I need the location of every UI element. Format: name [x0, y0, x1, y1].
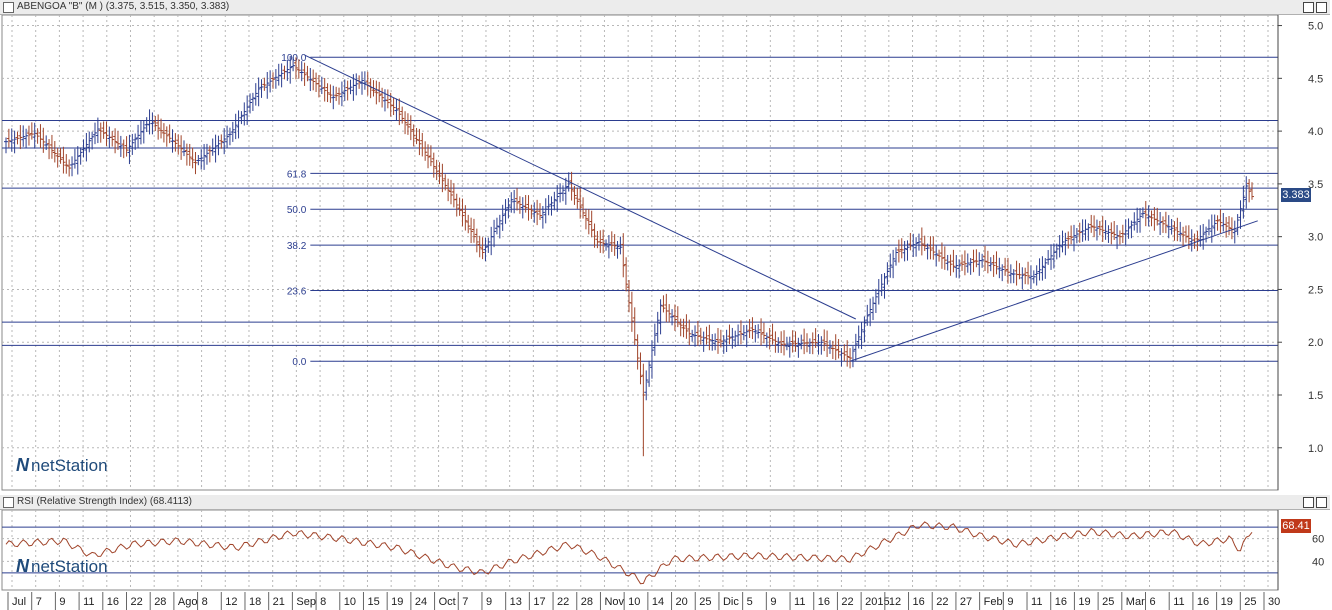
- rsi-y-tick-label: 40: [1312, 556, 1324, 568]
- uptrend-line: [849, 220, 1258, 362]
- date-label: 25: [699, 596, 711, 608]
- date-label: 9: [486, 596, 492, 608]
- date-label: 18: [249, 596, 261, 608]
- date-label: Oct: [439, 596, 456, 608]
- date-label: 19: [1221, 596, 1233, 608]
- y-tick-label: 5.0: [1308, 21, 1323, 33]
- date-label: 27: [960, 596, 972, 608]
- y-tick-label: 2.5: [1308, 284, 1323, 296]
- date-label: 12: [225, 596, 237, 608]
- date-label: 9: [59, 596, 65, 608]
- date-label: 24: [415, 596, 427, 608]
- date-label: 16: [1055, 596, 1067, 608]
- date-label: 16: [1197, 596, 1209, 608]
- date-label: 11: [794, 596, 805, 608]
- y-tick-label: 3.5: [1308, 179, 1323, 191]
- y-tick-label: 1.0: [1308, 443, 1323, 455]
- plot-area: [1, 15, 1279, 491]
- date-label: 9: [770, 596, 776, 608]
- date-label: 22: [130, 596, 142, 608]
- date-label: 11: [1031, 596, 1042, 608]
- netstation-logo-icon: N: [16, 455, 29, 475]
- date-label: 10: [628, 596, 640, 608]
- date-label: 30: [1268, 596, 1280, 608]
- date-label: 8: [202, 596, 208, 608]
- date-label: 28: [581, 596, 593, 608]
- date-label: 13: [510, 596, 522, 608]
- date-label: 11: [1173, 596, 1184, 608]
- date-label: Dic: [723, 596, 739, 608]
- date-label: Nov: [604, 596, 624, 608]
- rsi-netstation-logo-text: netStation: [31, 557, 108, 576]
- date-label: 10: [344, 596, 356, 608]
- date-label: 15: [367, 596, 379, 608]
- date-label: 11: [83, 596, 94, 608]
- price-chart: 5.0 4.5 4.0 3.5 3.0 2.5 2.0 1.5 1.0 100.0 61.8 50.0…: [1, 15, 1323, 491]
- y-tick-label: 1.5: [1308, 390, 1323, 402]
- close-icon[interactable]: [1316, 2, 1327, 13]
- fib-level-label: 50.0: [287, 205, 307, 216]
- last-price-tag: 3.383: [1281, 188, 1311, 202]
- date-label: Ago: [178, 596, 198, 608]
- date-label: 22: [936, 596, 948, 608]
- date-axis-bg: [0, 592, 1332, 610]
- fib-level-label: 23.6: [287, 287, 307, 298]
- date-label: 25: [1244, 596, 1256, 608]
- rsi-panel-icon: [3, 497, 14, 508]
- price-panel-title: ABENGOA "B" (M ) (3.375, 3.515, 3.350, 3…: [0, 0, 1330, 15]
- rsi-panel-title: RSI (Relative Strength Index) (68.4113): [0, 495, 1330, 510]
- panel-icon: [3, 2, 14, 13]
- date-label: 9: [1007, 596, 1013, 608]
- y-tick-label: 4.0: [1308, 126, 1323, 138]
- minimize-icon[interactable]: [1303, 2, 1314, 13]
- date-label: Mar: [1126, 596, 1145, 608]
- date-label: Feb: [984, 596, 1003, 608]
- y-tick-label: 2.0: [1308, 337, 1323, 349]
- rsi-netstation-logo-icon: N: [16, 556, 29, 576]
- date-label: 7: [36, 596, 42, 608]
- rsi-panel-title-text: RSI (Relative Strength Index) (68.4113): [17, 496, 192, 507]
- date-label: 14: [652, 596, 664, 608]
- date-label: 8: [320, 596, 326, 608]
- date-axis: Jul 7 9 11 16 22 28 Ago 8 12 18 21 Sep 8 10 15 19 24 Oct 7 9…: [0, 592, 1332, 610]
- rsi-plot-area: [1, 510, 1279, 591]
- fib-level-label: 61.8: [287, 169, 307, 180]
- date-label: 28: [154, 596, 166, 608]
- date-label: 21: [273, 596, 285, 608]
- fib-level-label: 38.2: [287, 241, 307, 252]
- date-label: 17: [533, 596, 545, 608]
- date-label: 7: [462, 596, 468, 608]
- date-label: 25: [1102, 596, 1114, 608]
- y-tick-label: 4.5: [1308, 73, 1323, 85]
- date-label: 16: [818, 596, 830, 608]
- fib-level-label: 100.0: [281, 53, 306, 64]
- date-label: 5: [747, 596, 753, 608]
- date-label: 19: [1078, 596, 1090, 608]
- rsi-line: [5, 521, 1253, 585]
- rsi-close-icon[interactable]: [1316, 497, 1327, 508]
- date-label: Sep: [296, 596, 316, 608]
- netstation-logo-text: netStation: [31, 456, 108, 475]
- fib-level-label: 0.0: [292, 357, 306, 368]
- date-label: 16: [107, 596, 119, 608]
- y-tick-label: 3.0: [1308, 232, 1323, 244]
- price-panel-title-text: ABENGOA "B" (M ) (3.375, 3.515, 3.350, 3…: [17, 1, 230, 12]
- rsi-chart: 60 40: [1, 510, 1324, 591]
- date-label: 16: [913, 596, 925, 608]
- date-label: 22: [841, 596, 853, 608]
- rsi-y-tick-label: 60: [1312, 534, 1324, 546]
- rsi-value-tag: 68.41: [1281, 519, 1311, 533]
- date-label: 22: [557, 596, 569, 608]
- date-label: 20: [676, 596, 688, 608]
- date-label: Jul: [12, 596, 26, 608]
- date-label: 12: [889, 596, 901, 608]
- rsi-minimize-icon[interactable]: [1303, 497, 1314, 508]
- downtrend-line: [304, 54, 857, 320]
- date-label: 6: [1150, 596, 1156, 608]
- date-label: 19: [391, 596, 403, 608]
- date-label: 2015: [865, 596, 889, 608]
